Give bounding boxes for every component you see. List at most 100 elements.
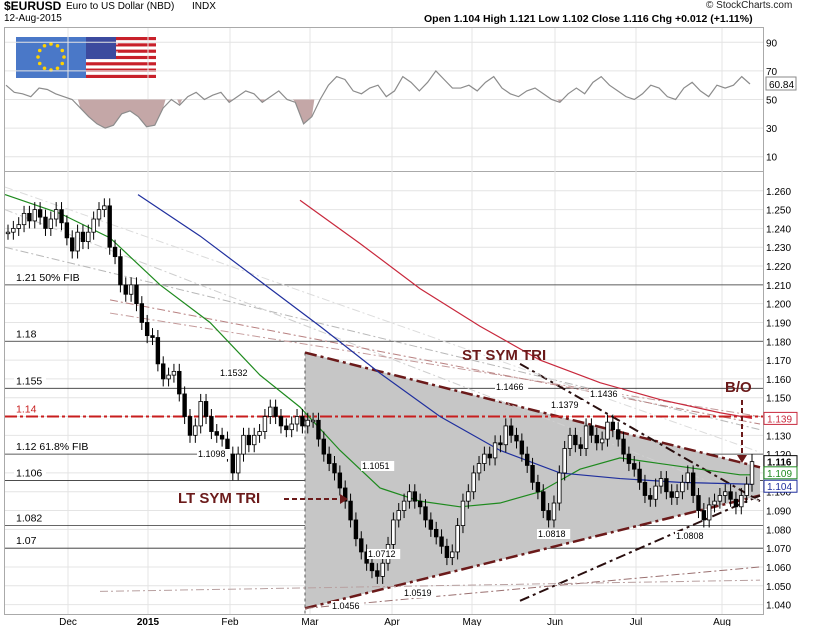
price-panel-frame (4, 171, 764, 615)
candle-body (401, 500, 407, 511)
last-value-badge (763, 466, 798, 480)
candle-body (701, 510, 707, 521)
level-label: 1.106 (16, 467, 42, 479)
trendline (109, 299, 761, 425)
candle-body (487, 453, 492, 459)
candle-body (332, 463, 337, 474)
candle-body (498, 442, 503, 446)
last-value-label: 1.139 (767, 414, 792, 425)
point-label-bg (361, 461, 395, 471)
candle-body (519, 440, 525, 455)
price-tick-label: 1.250 (766, 206, 791, 217)
level-label-bg (14, 441, 102, 454)
candle-body (182, 393, 187, 417)
point-label: 1.1051 (362, 461, 390, 471)
price-tick-label: 1.190 (766, 318, 791, 329)
point-label: 1.0818 (538, 529, 566, 539)
candle-body (134, 284, 139, 305)
level-label: 1.14 (16, 404, 37, 416)
eu-star (42, 43, 47, 48)
candle-body (171, 370, 177, 376)
eu-star (36, 55, 40, 59)
candle-body (391, 519, 396, 545)
candle-body (278, 416, 284, 427)
candle-body (294, 416, 300, 425)
level-label-bg (14, 512, 46, 525)
last-value-label: 1.104 (767, 482, 792, 493)
candle-body (476, 463, 482, 474)
lt-triangle-upper (304, 351, 761, 469)
x-tick-label: Dec (59, 617, 77, 626)
price-tick-label: 1.160 (766, 375, 791, 386)
candle-body (744, 483, 749, 496)
exchange-label: INDX (192, 1, 216, 12)
candle-body (674, 491, 680, 498)
candle-body (541, 491, 546, 511)
x-tick-label: Aug (713, 617, 731, 626)
last-value-label: 1.116 (767, 458, 792, 469)
candle-body (70, 237, 75, 252)
candle-body (455, 525, 460, 553)
eu-star (37, 61, 42, 66)
point-label: 1.0712 (368, 549, 396, 559)
candle-body (648, 495, 653, 500)
rsi-oversold-fill (292, 99, 315, 124)
candle-body (380, 562, 385, 577)
candle-body (118, 256, 123, 286)
candle-body (578, 444, 583, 449)
trendline (304, 566, 761, 609)
candle-body (599, 438, 605, 444)
price-tick-label: 1.090 (766, 507, 791, 518)
level-label-bg (14, 328, 41, 341)
x-tick-label: Jun (547, 617, 563, 626)
candle-body (653, 485, 658, 500)
trendline (109, 312, 761, 418)
candle-body (583, 425, 589, 449)
date-label: 12-Aug-2015 (4, 13, 62, 24)
lt-sym-tri-label: LT SYM TRI (178, 490, 260, 507)
candle-body (209, 416, 214, 432)
candle-body (310, 419, 316, 423)
symbol-description: Euro to US Dollar (NBD) (66, 1, 175, 12)
candle-body (557, 472, 562, 504)
candle-body (198, 401, 203, 427)
point-label-bg (367, 549, 401, 559)
level-label: 1.21 50% FIB (16, 272, 80, 284)
candle-body (669, 491, 674, 498)
candle-body (466, 491, 471, 502)
candle-body (305, 419, 310, 427)
price-tick-label: 1.040 (766, 601, 791, 612)
point-label: 1.1098 (198, 449, 226, 459)
x-tick-label: 2015 (137, 617, 160, 626)
level-label-bg (14, 403, 41, 416)
candle-body (337, 472, 343, 489)
candle-body (107, 205, 112, 248)
candle-body (252, 434, 257, 446)
rsi-tick-label: 70 (766, 67, 778, 78)
point-label-bg (197, 449, 231, 459)
candle-body (268, 406, 273, 417)
candle-body (326, 453, 332, 464)
candle-body (685, 472, 690, 483)
us-flag-stripe (86, 43, 156, 47)
point-label: 1.1379 (551, 400, 579, 410)
price-tick-label: 1.150 (766, 394, 791, 405)
level-label-bg (14, 375, 46, 388)
candle-body (48, 218, 54, 229)
point-label-bg (589, 389, 623, 399)
us-flag-stripe (86, 74, 156, 78)
price-tick-label: 1.050 (766, 582, 791, 593)
candle-body (706, 504, 712, 521)
candle-body (32, 209, 37, 222)
level-label-bg (14, 535, 41, 548)
st-sym-tri-label: ST SYM TRI (462, 347, 546, 364)
candle-body (5, 231, 11, 235)
candle-body (690, 472, 696, 496)
candle-body (658, 478, 664, 487)
candle-body (289, 423, 294, 431)
level-label-bg (14, 271, 91, 284)
candle-body (589, 425, 594, 436)
candle-body (733, 498, 739, 508)
